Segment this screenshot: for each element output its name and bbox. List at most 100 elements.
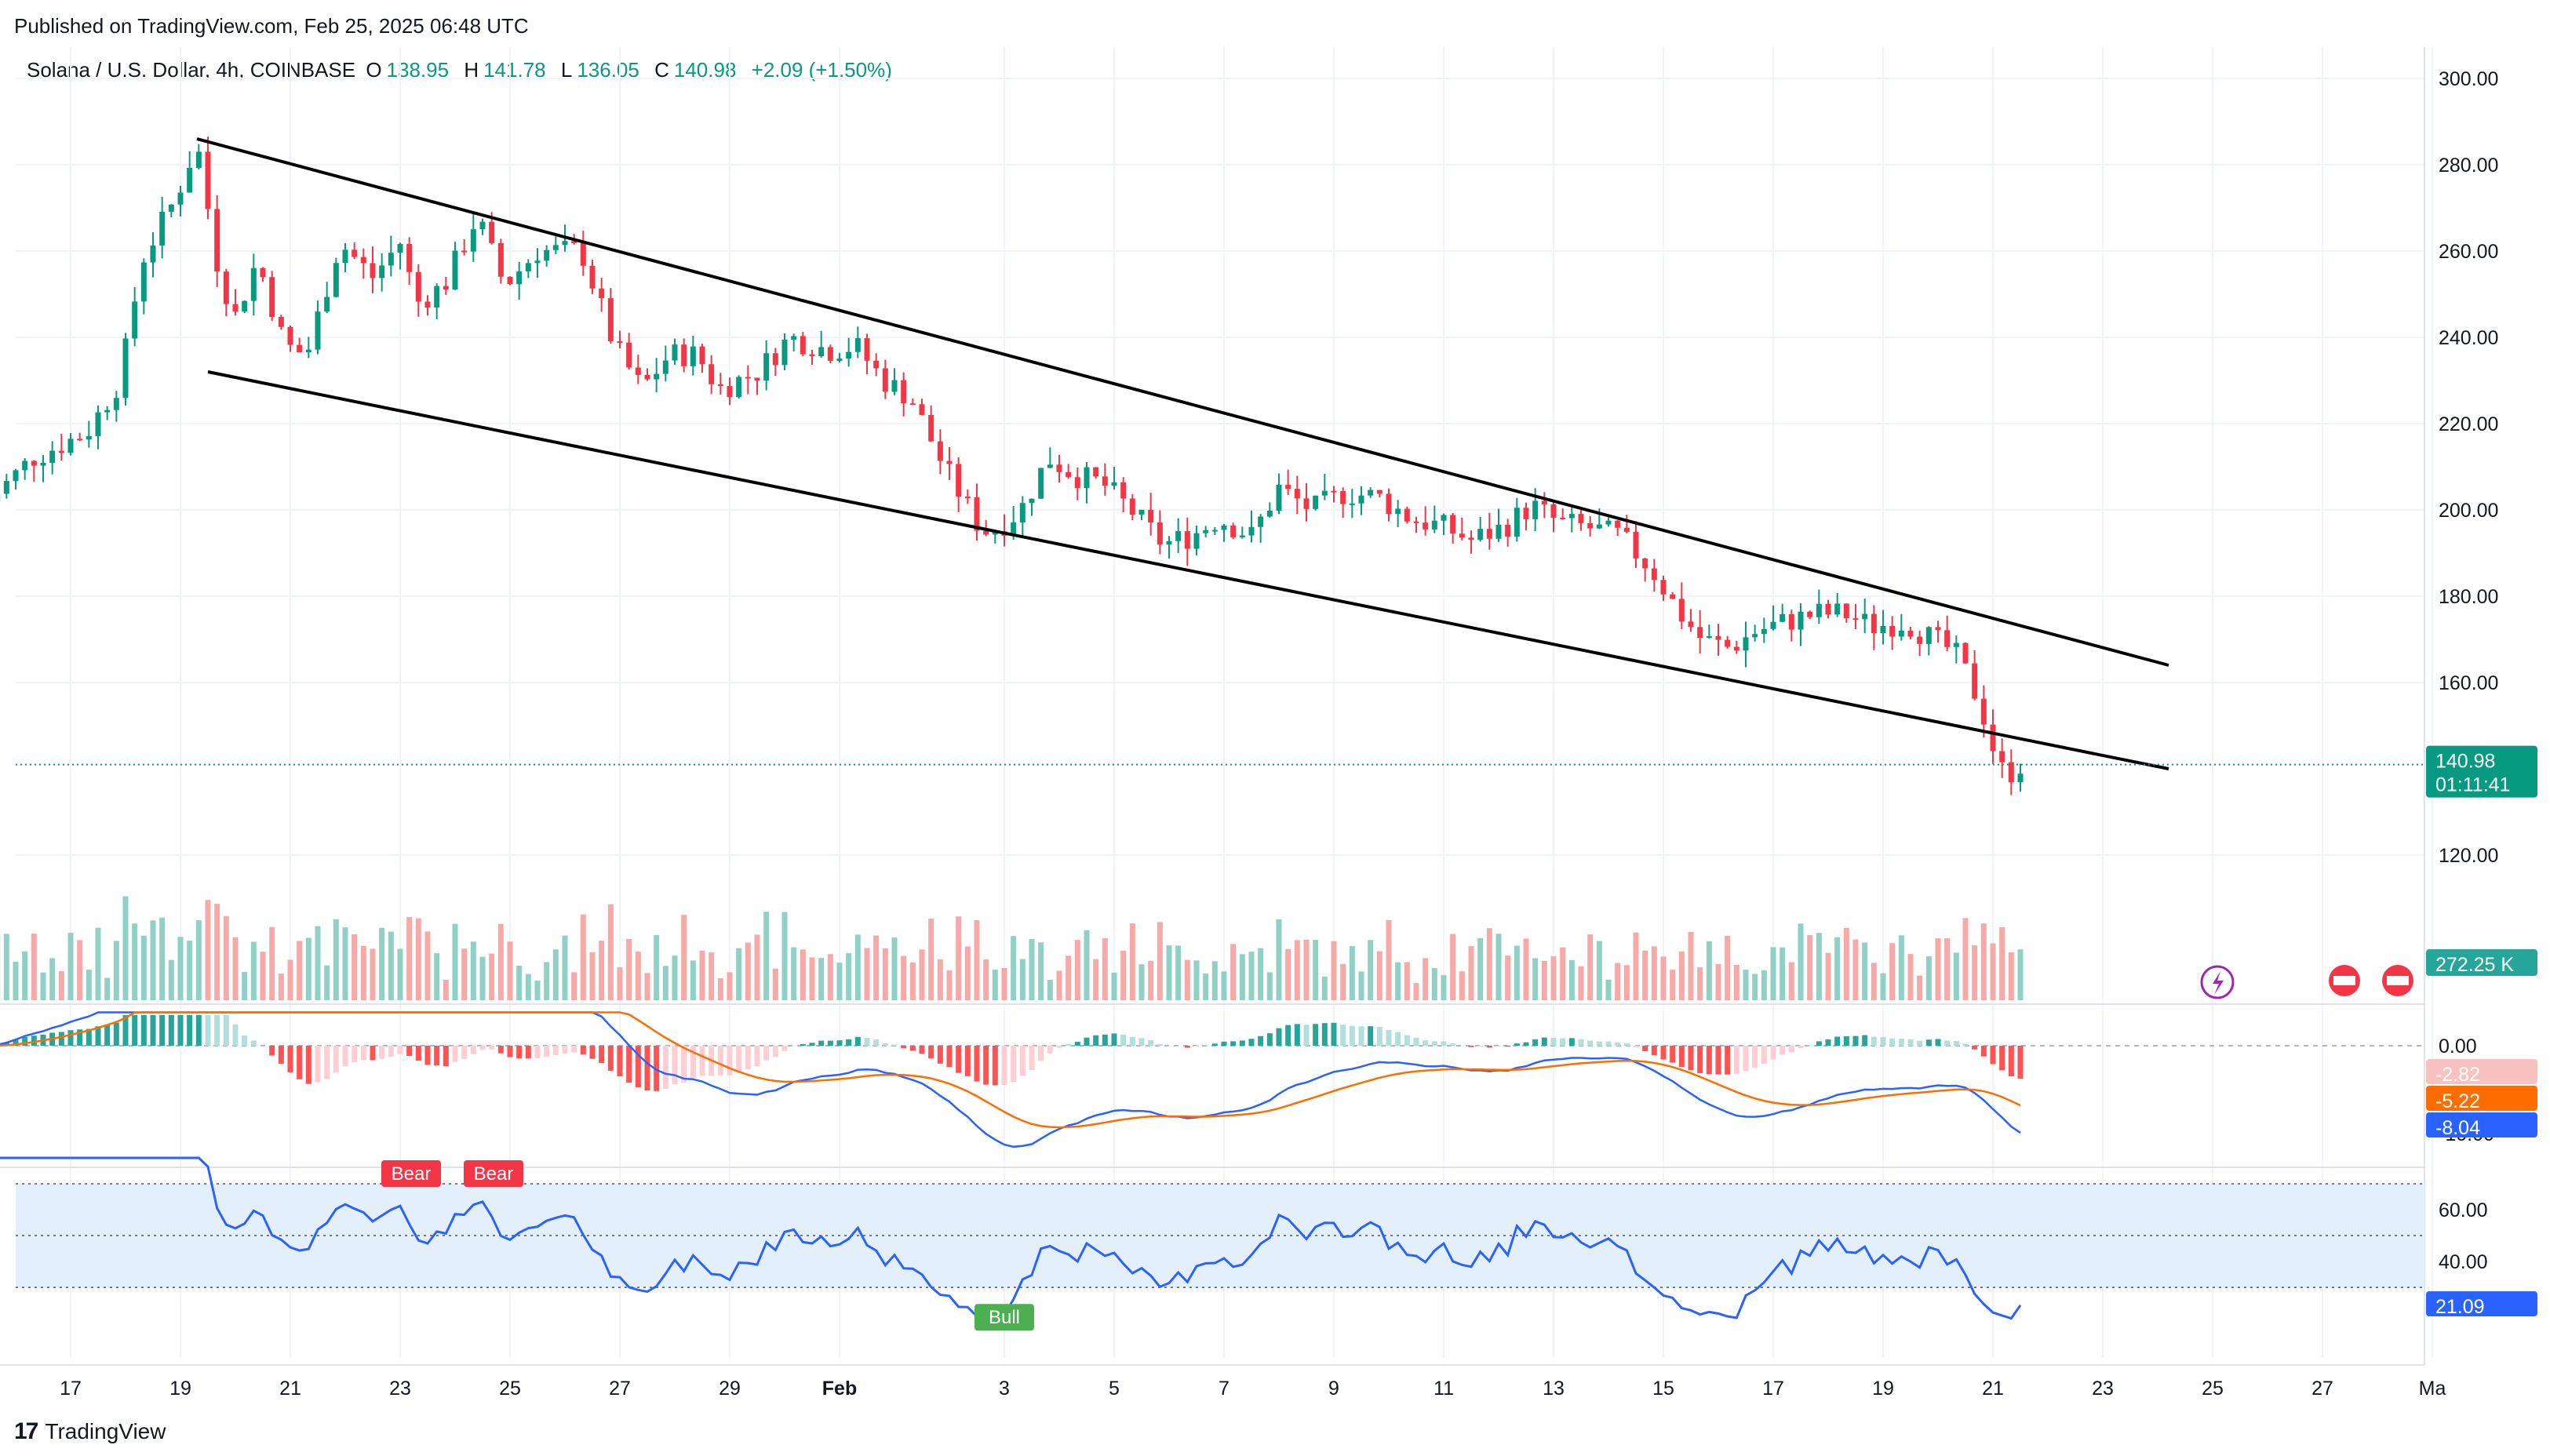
macd-histogram-bar	[122, 1015, 129, 1046]
volume-bar	[424, 931, 431, 1000]
macd-histogram-bar	[992, 1046, 998, 1086]
candle-body	[1056, 464, 1062, 472]
candle-body	[77, 439, 83, 441]
volume-bar	[1962, 918, 1969, 1000]
candle-body	[13, 470, 19, 482]
divergence-label-text: Bear	[474, 1163, 514, 1185]
macd-histogram-bar	[1944, 1040, 1951, 1046]
candlesticks	[0, 136, 2024, 795]
volume-bar	[1816, 933, 1822, 1000]
candle-body	[1788, 613, 1794, 630]
volume-bar	[919, 949, 925, 1000]
last-price-badge-text: 01:11:41	[2435, 774, 2510, 796]
candle-body	[699, 346, 705, 365]
macd-histogram-bar	[763, 1046, 770, 1061]
candle-body	[140, 262, 147, 302]
volume-bar	[1313, 940, 1319, 1000]
macd-histogram-bar	[406, 1046, 413, 1056]
macd-histogram-bar	[1550, 1038, 1557, 1046]
macd-histogram-bar	[507, 1046, 513, 1057]
macd-histogram-bar	[1331, 1022, 1337, 1046]
candle-body	[58, 450, 64, 453]
macd-histogram-bar	[1780, 1046, 1786, 1055]
macd-histogram-bar	[1660, 1046, 1667, 1060]
candle-body	[49, 450, 56, 463]
macd-histogram-bar	[1395, 1032, 1401, 1046]
time-tick-label: 21	[279, 1378, 301, 1400]
volume-bar	[86, 970, 92, 1000]
candle-body	[1642, 558, 1648, 569]
volume-bar	[717, 977, 723, 1000]
macd-histogram-bar	[937, 1046, 943, 1064]
macd-histogram-bar	[1029, 1046, 1035, 1070]
rsi-tick-label: 40.00	[2439, 1251, 2488, 1273]
candle-body	[1990, 724, 1996, 752]
volume-badge-text: 272.25 K	[2435, 954, 2514, 976]
candle-body	[1404, 508, 1410, 522]
candle-body	[571, 241, 577, 244]
macd-histogram-bar	[607, 1046, 614, 1071]
volume-bar	[1019, 959, 1025, 1000]
volume-bar	[159, 917, 166, 1000]
macd-histogram-bar	[809, 1043, 815, 1046]
volume-bar	[1129, 923, 1135, 1000]
candle-body	[1660, 580, 1667, 595]
volume-bar	[1376, 951, 1382, 1000]
volume-bar	[370, 948, 376, 1000]
macd-histogram-bar	[415, 1046, 421, 1061]
volume-bar	[342, 927, 348, 1000]
macd-histogram-bar	[1862, 1035, 1868, 1046]
volume-bar	[443, 979, 449, 1000]
candle-body	[1578, 514, 1584, 523]
volume-bar	[1276, 919, 1282, 1000]
candle-body	[333, 263, 339, 297]
candle-body	[1047, 464, 1053, 468]
macd-histogram-bar	[626, 1046, 632, 1083]
macd-histogram-bar	[1258, 1036, 1264, 1046]
volume-bar	[964, 946, 971, 1000]
published-label: Published on TradingView.com, Feb 25, 20…	[14, 14, 529, 38]
candle-body	[781, 340, 788, 366]
candle-body	[315, 311, 321, 350]
macd-histogram-bar	[1102, 1034, 1108, 1046]
candle-body	[909, 403, 916, 406]
macd-histogram-bar	[95, 1026, 101, 1046]
volume-bar	[1066, 956, 1072, 1000]
candle-body	[1615, 520, 1621, 528]
volume-bar	[1678, 951, 1685, 1000]
volume-bar	[452, 923, 458, 1000]
macd-histogram-bar	[1917, 1040, 1923, 1046]
volume-bar	[1623, 965, 1630, 1000]
volume-bar	[1138, 964, 1145, 1000]
volume-bar	[864, 948, 870, 1000]
candle-body	[1413, 521, 1419, 523]
volume-bar	[1560, 947, 1566, 1000]
volume-bar	[1340, 963, 1346, 1000]
volume-bar	[1413, 983, 1419, 1000]
candle-body	[1889, 625, 1896, 637]
macd-histogram-bar	[461, 1046, 468, 1059]
candle-body	[305, 349, 311, 353]
volume-bar	[1294, 940, 1300, 1000]
candle-body	[809, 354, 815, 357]
time-tick-label: 23	[2092, 1378, 2114, 1400]
volume-bar	[1431, 968, 1437, 1000]
volume-bar	[315, 926, 321, 1000]
macd-histogram-bar	[22, 1036, 28, 1046]
macd-histogram-bar	[552, 1046, 559, 1055]
trendlines[interactable]	[16, 137, 2424, 770]
candle-body	[1321, 490, 1328, 496]
candle-body	[1715, 635, 1721, 640]
candle-body	[1880, 625, 1886, 634]
volume-bar	[946, 970, 953, 1000]
candle-body	[360, 257, 366, 264]
macd-histogram-bar	[315, 1046, 321, 1083]
candle-body	[278, 317, 284, 327]
macd-histogram-bar	[1807, 1045, 1813, 1046]
macd-histogram-bar	[132, 1014, 138, 1046]
volume-bar	[854, 934, 861, 1000]
candle-body	[763, 353, 770, 380]
macd-histogram-bar	[352, 1046, 358, 1062]
volume-bar	[1715, 963, 1721, 1000]
